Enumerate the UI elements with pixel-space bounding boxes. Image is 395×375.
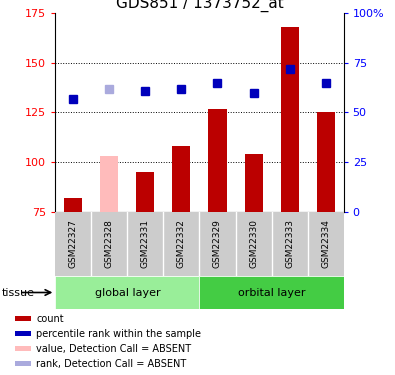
- Text: GSM22327: GSM22327: [69, 219, 78, 268]
- Bar: [280, 27, 299, 212]
- Text: GSM22334: GSM22334: [321, 219, 330, 268]
- Text: GSM22331: GSM22331: [141, 219, 150, 268]
- Text: percentile rank within the sample: percentile rank within the sample: [36, 329, 201, 339]
- Bar: [15, 331, 31, 336]
- Bar: [64, 198, 82, 212]
- Text: GSM22332: GSM22332: [177, 219, 186, 268]
- Bar: [15, 346, 31, 351]
- Bar: [317, 112, 335, 212]
- Bar: [15, 361, 31, 366]
- Text: GSM22333: GSM22333: [285, 219, 294, 268]
- Bar: [173, 146, 190, 212]
- Bar: [209, 108, 226, 212]
- Bar: [245, 154, 263, 212]
- Text: global layer: global layer: [94, 288, 160, 297]
- Bar: [100, 156, 118, 212]
- Text: count: count: [36, 314, 64, 324]
- Text: GSM22330: GSM22330: [249, 219, 258, 268]
- Bar: [15, 316, 31, 321]
- Text: orbital layer: orbital layer: [238, 288, 305, 297]
- Bar: [55, 276, 199, 309]
- Bar: [136, 172, 154, 212]
- Text: value, Detection Call = ABSENT: value, Detection Call = ABSENT: [36, 344, 192, 354]
- Text: GSM22329: GSM22329: [213, 219, 222, 268]
- Bar: [199, 276, 344, 309]
- Text: tissue: tissue: [2, 288, 35, 297]
- Text: GSM22328: GSM22328: [105, 219, 114, 268]
- Text: rank, Detection Call = ABSENT: rank, Detection Call = ABSENT: [36, 359, 186, 369]
- Title: GDS851 / 1373752_at: GDS851 / 1373752_at: [116, 0, 283, 12]
